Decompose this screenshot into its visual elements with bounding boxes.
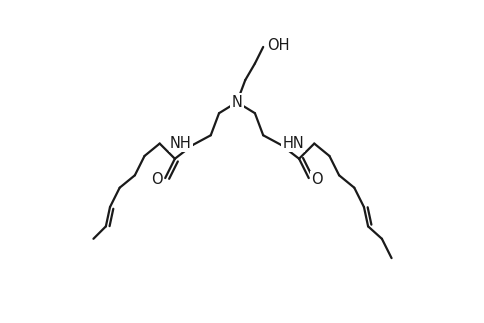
Text: O: O	[151, 172, 162, 187]
Text: N: N	[231, 95, 242, 109]
Text: OH: OH	[267, 38, 289, 53]
Text: HN: HN	[282, 136, 303, 151]
Text: NH: NH	[169, 136, 191, 151]
Text: O: O	[311, 172, 322, 187]
